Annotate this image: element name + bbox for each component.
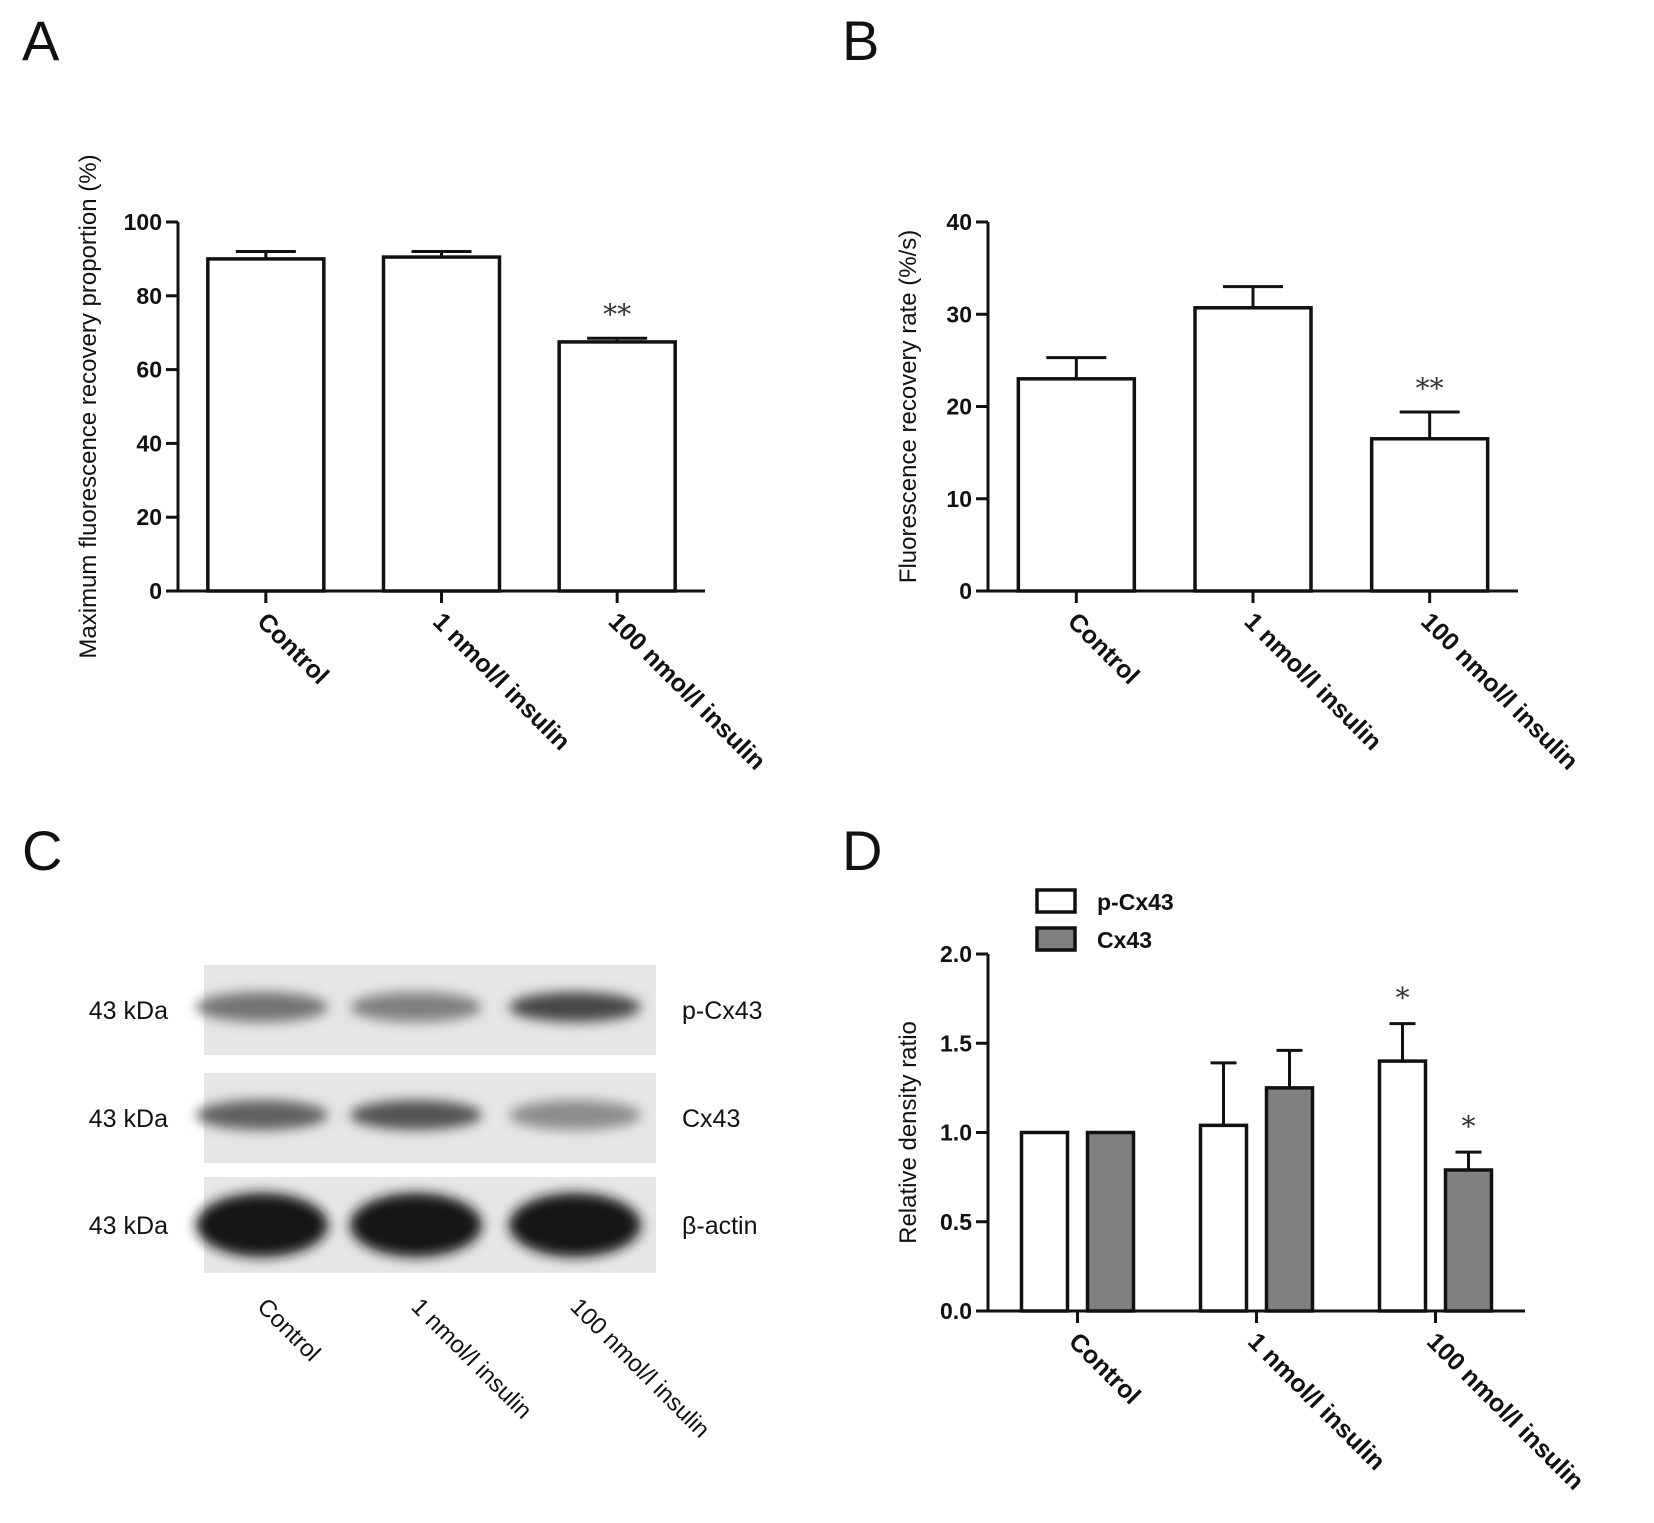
y-axis-label: Relative density ratio (895, 1021, 922, 1244)
bar-cx43 (1085, 1130, 1136, 1313)
legend-label: Cx43 (1097, 927, 1152, 953)
bar-p-cx43 (1019, 1130, 1070, 1313)
blot-band (196, 1193, 328, 1257)
bar (1016, 377, 1137, 593)
panel-label-d: D (842, 819, 882, 882)
blot-band (509, 1193, 641, 1257)
significance-marker: * (1396, 982, 1410, 1015)
band-size-label: 43 kDa (89, 1212, 168, 1240)
chart-a: 0 20 40 60 80 100 Maximum fluorescence recover… (75, 154, 771, 775)
bar-p-cx43 (1198, 1123, 1249, 1313)
y-tick-label: 60 (136, 357, 162, 383)
blot-band (509, 1100, 641, 1130)
chart-d: 0.0 0.5 1.0 1.5 2.0 Relative density ratio Con… (895, 888, 1589, 1496)
bar (1369, 437, 1490, 593)
y-tick-label: 0.0 (940, 1298, 972, 1324)
panel-label-c: C (22, 819, 62, 882)
bar (206, 257, 326, 593)
panel-label-b: B (842, 9, 879, 72)
bar (557, 340, 677, 593)
lane-label: 1 nmol/l insulin (406, 1293, 537, 1424)
blot-band (350, 1100, 482, 1130)
blot-band (196, 1100, 328, 1130)
band-size-label: 43 kDa (89, 1105, 168, 1133)
y-tick-label: 40 (946, 209, 972, 235)
y-axis-label: Maximum fluorescence recovery proportion… (75, 154, 102, 658)
y-tick-label: 30 (946, 301, 972, 327)
bar (1193, 306, 1313, 593)
blot-band (350, 1193, 482, 1257)
y-tick-label: 20 (136, 504, 162, 530)
y-tick-label: 80 (136, 283, 162, 309)
x-tick-label: Control (1063, 1327, 1146, 1410)
bar-p-cx43 (1377, 1059, 1428, 1313)
blot-band (196, 992, 328, 1022)
x-tick-label: 1 nmol/l insulin (1242, 1327, 1390, 1475)
y-tick-label: 0 (149, 578, 162, 604)
significance-marker: * (1462, 1110, 1476, 1143)
bar (381, 255, 502, 593)
legend-swatch (1035, 888, 1077, 914)
y-tick-label: 0 (959, 578, 972, 604)
y-tick-label: 1.5 (940, 1030, 972, 1056)
band-protein-label: p-Cx43 (682, 997, 763, 1025)
bar-cx43 (1443, 1168, 1494, 1313)
chart-b: 0 10 20 30 40 Fluorescence recovery rate (%/s… (895, 209, 1584, 776)
x-tick-label: 100 nmol/l insulin (603, 607, 771, 775)
x-tick-label: 1 nmol/l insulin (1239, 607, 1387, 755)
panel-label-a: A (22, 9, 60, 72)
y-tick-label: 0.5 (940, 1209, 972, 1235)
bar-cx43 (1264, 1086, 1315, 1313)
band-protein-label: β-actin (682, 1212, 758, 1240)
y-axis-label: Fluorescence recovery rate (%/s) (895, 230, 922, 583)
blot-band (509, 992, 641, 1022)
band-protein-label: Cx43 (682, 1105, 740, 1133)
x-tick-label: 100 nmol/l insulin (1415, 607, 1583, 775)
y-tick-label: 2.0 (940, 941, 972, 967)
y-tick-label: 10 (946, 486, 972, 512)
western-blot: 43 kDa p-Cx43 43 kDa Cx43 43 kDa β-actin Contr… (89, 965, 763, 1443)
y-tick-label: 40 (136, 430, 162, 456)
y-tick-label: 100 (124, 209, 162, 235)
band-size-label: 43 kDa (89, 997, 168, 1025)
significance-marker: ** (1416, 372, 1444, 405)
lane-label: Control (252, 1293, 326, 1367)
x-tick-label: 1 nmol/l insulin (427, 607, 575, 755)
x-tick-label: Control (252, 607, 335, 690)
legend-label: p-Cx43 (1097, 889, 1174, 915)
x-tick-label: 100 nmol/l insulin (1421, 1327, 1589, 1495)
legend-swatch (1035, 926, 1077, 952)
significance-marker: ** (603, 298, 631, 331)
x-tick-label: Control (1062, 607, 1145, 690)
y-tick-label: 20 (946, 394, 972, 420)
blot-band (350, 992, 482, 1022)
y-tick-label: 1.0 (940, 1120, 972, 1146)
lane-label: 100 nmol/l insulin (565, 1293, 715, 1443)
